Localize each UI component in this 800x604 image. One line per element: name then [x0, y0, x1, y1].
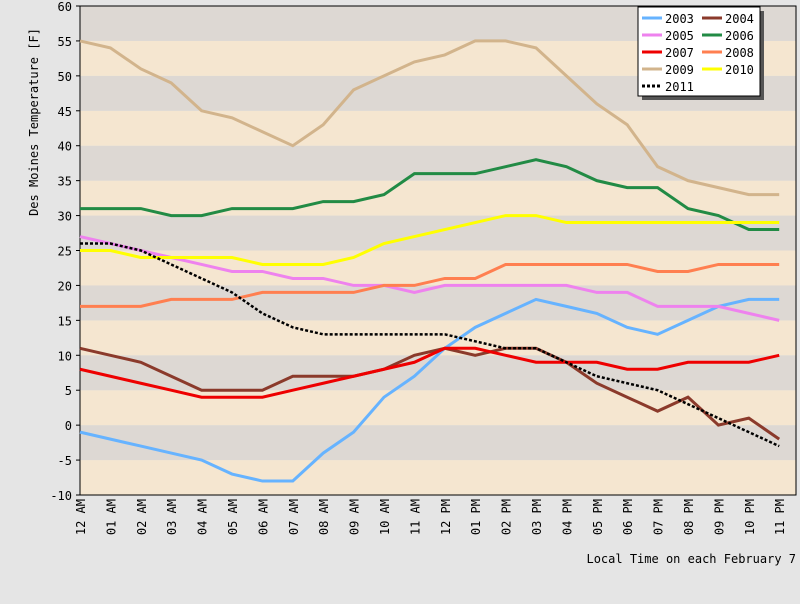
y-tick-label: 25: [58, 245, 72, 259]
y-tick-label: 0: [65, 419, 72, 433]
x-tick-label: 06 PM: [621, 499, 635, 535]
legend-label: 2011: [665, 80, 694, 94]
legend-label: 2008: [725, 46, 754, 60]
x-tick-label: 08 PM: [682, 499, 696, 535]
y-tick-label: 30: [58, 210, 72, 224]
grid-band: [80, 180, 796, 216]
y-tick-label: -5: [58, 454, 72, 468]
series-line: [80, 214, 780, 266]
x-tick-label: 01 PM: [469, 499, 483, 535]
x-tick-label: 05 PM: [591, 499, 605, 535]
x-tick-label: 06 AM: [256, 499, 270, 535]
y-tick-label: 45: [58, 105, 72, 119]
series-line: [79, 297, 780, 483]
x-tick-label: 05 AM: [226, 499, 240, 535]
series-line: [79, 235, 780, 322]
legend-label: 2004: [725, 12, 754, 26]
x-tick-label: 07 PM: [652, 499, 666, 535]
x-tick-label: 10 AM: [378, 499, 392, 535]
x-tick-label: 04 AM: [196, 499, 210, 535]
y-tick-label: 40: [58, 140, 72, 154]
y-tick-label: 60: [58, 0, 72, 14]
series-line: [79, 39, 780, 197]
y-tick-label: 35: [58, 175, 72, 189]
legend-label: 2005: [665, 29, 694, 43]
y-tick-label: 55: [58, 35, 72, 49]
legend-label: 2006: [725, 29, 754, 43]
x-tick-label: 02 AM: [135, 499, 149, 535]
x-tick-label: 02 PM: [500, 499, 514, 535]
x-tick-label: 10 PM: [743, 499, 757, 535]
grid-band: [80, 425, 796, 461]
y-tick-label: -10: [50, 489, 72, 503]
y-tick-label: 15: [58, 314, 72, 328]
legend-label: 2003: [665, 12, 694, 26]
x-tick-label: 12 PM: [439, 499, 453, 535]
legend-label: 2009: [665, 63, 694, 77]
x-tick-label: 03 AM: [165, 499, 179, 535]
x-tick-label: 09 AM: [348, 499, 362, 535]
x-tick-label: 07 AM: [287, 499, 301, 535]
y-tick-label: 50: [58, 70, 72, 84]
x-tick-label: 01 AM: [104, 499, 118, 535]
series-line: [80, 158, 780, 232]
y-tick-label: 5: [65, 384, 72, 398]
series-line: [79, 346, 780, 399]
x-tick-label: 08 AM: [317, 499, 331, 535]
grid-band: [80, 285, 796, 321]
y-axis-label: Des Moines Temperature [F]: [27, 28, 41, 216]
grid-band: [80, 110, 796, 146]
x-tick-label: 04 PM: [560, 499, 574, 535]
grid-band: [80, 355, 796, 391]
x-axis-label: Local Time on each February 7: [586, 552, 796, 566]
grid-band: [80, 215, 796, 251]
y-tick-label: 10: [58, 349, 72, 363]
series-line: [80, 242, 780, 448]
grid-band: [80, 460, 796, 495]
x-tick-label: 11 AM: [408, 499, 422, 535]
grid-band: [80, 145, 796, 181]
x-tick-label: 09 PM: [712, 499, 726, 535]
legend-label: 2007: [665, 46, 694, 60]
x-tick-label: 03 PM: [530, 499, 544, 535]
legend-label: 2010: [725, 63, 754, 77]
y-tick-label: 20: [58, 279, 72, 293]
x-tick-label: 11 PM: [773, 499, 787, 535]
series-line: [79, 346, 781, 441]
series-line: [80, 262, 780, 308]
x-tick-label: 12 AM: [74, 499, 88, 535]
